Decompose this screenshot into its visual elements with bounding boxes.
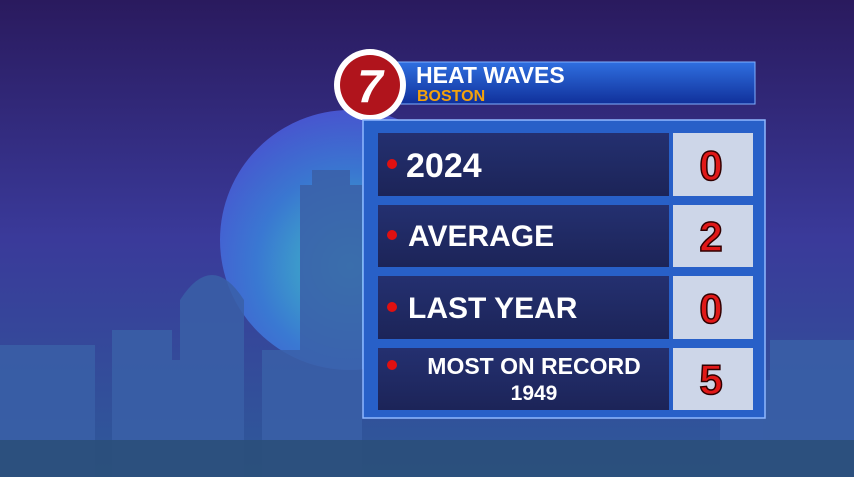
row-label: 2024 [406,147,482,185]
row-value: 2 [699,213,722,260]
row-cell [378,133,669,196]
row-label: MOST ON RECORD [427,353,640,379]
table: 2024 0 AVERAGE 2 LAST YEAR 0 MOST ON REC… [362,119,766,419]
value-cell [673,205,753,267]
bullet [387,302,397,312]
row-value: 5 [699,356,722,403]
logo-disc [340,55,400,115]
value-cell [673,133,753,196]
bullet [387,159,397,169]
subtitle: BOSTON [417,88,485,105]
row-sublabel: 1949 [511,382,558,405]
header-bar [359,61,756,105]
logo: 7 [357,60,385,112]
row-label: LAST YEAR [408,292,578,325]
title: HEAT WAVES [416,62,565,88]
row-label: AVERAGE [408,220,554,253]
value-cell [673,276,753,339]
row-cell [378,348,669,410]
row-cell [378,276,669,339]
row-value: 0 [699,285,722,332]
row-cell [378,205,669,267]
bullet [387,360,397,370]
trees [0,440,854,477]
bullet [387,230,397,240]
row-value: 0 [699,142,722,189]
value-cell [673,348,753,410]
header: 7 HEAT WAVES BOSTON [334,49,756,121]
